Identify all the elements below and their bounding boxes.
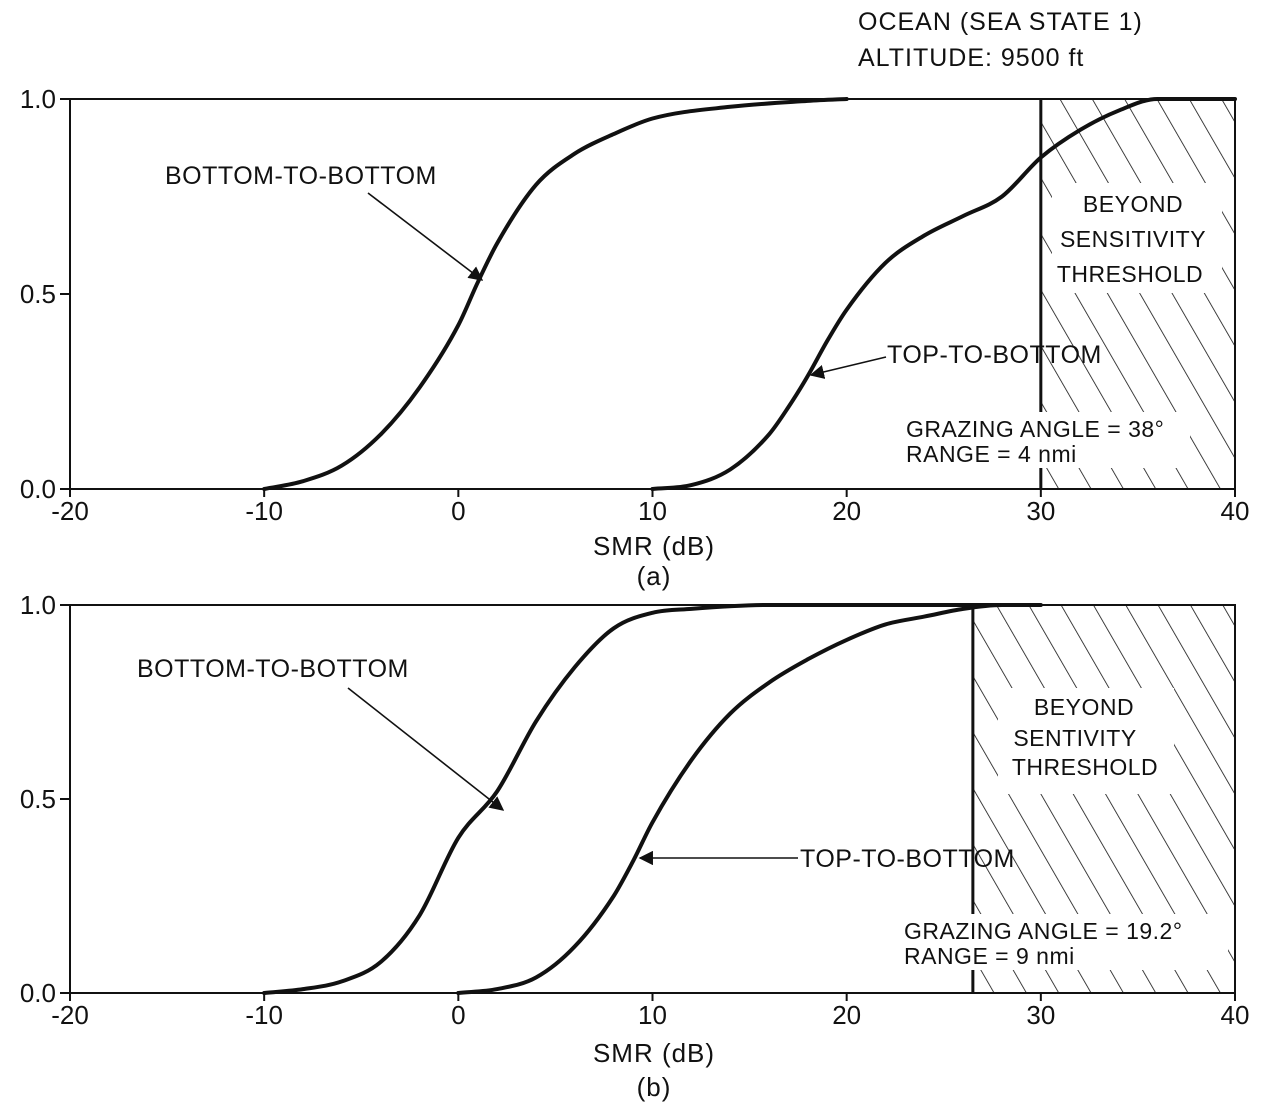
- header-line-2: ALTITUDE: 9500 ft: [858, 44, 1084, 72]
- annotation-range: RANGE = 4 nmi: [906, 441, 1077, 467]
- series-line-bottom-to-bottom: [262, 97, 849, 491]
- x-tick-label: 40: [1221, 1000, 1250, 1030]
- x-tick-label: 30: [1026, 1000, 1055, 1030]
- y-tick-label: 1.0: [20, 84, 56, 114]
- shaded-region-label-line: SENTIVITY: [1013, 725, 1136, 751]
- x-tick-label: 10: [638, 496, 667, 526]
- x-tick-label: -20: [51, 1000, 89, 1030]
- x-tick-label: -10: [245, 1000, 283, 1030]
- series-label-top-to-bottom: TOP-TO-BOTTOM: [887, 341, 1102, 369]
- panel-label: (a): [637, 561, 672, 591]
- shaded-region-label-line: BEYOND: [1083, 191, 1183, 217]
- x-axis: -20 -10 0 10 20 30 40: [51, 993, 1249, 1030]
- y-tick-label: 0.5: [20, 784, 56, 814]
- y-tick-label: 0.0: [20, 978, 56, 1008]
- x-tick-label: 20: [832, 1000, 861, 1030]
- shaded-region-label-line: BEYOND: [1034, 694, 1134, 720]
- y-axis: 0.0 0.5 1.0: [20, 590, 70, 1008]
- header-line-1: OCEAN (SEA STATE 1): [858, 8, 1143, 36]
- annotation-grazing-angle: GRAZING ANGLE = 38°: [906, 416, 1164, 442]
- annotation-range: RANGE = 9 nmi: [904, 943, 1075, 969]
- callout-arrow-bottom-to-bottom: [347, 687, 505, 811]
- x-axis-title: SMR (dB): [593, 1038, 715, 1068]
- x-tick-label: 20: [832, 496, 861, 526]
- annotation-block: GRAZING ANGLE = 38° RANGE = 4 nmi: [900, 412, 1190, 468]
- annotation-block: GRAZING ANGLE = 19.2° RANGE = 9 nmi: [898, 914, 1228, 970]
- series-line-top-to-bottom: [456, 603, 1043, 995]
- series-label-top-to-bottom: TOP-TO-BOTTOM: [800, 845, 1015, 873]
- x-tick-label: 0: [451, 1000, 465, 1030]
- y-axis: 0.0 0.5 1.0: [20, 84, 70, 504]
- series-label-bottom-to-bottom: BOTTOM-TO-BOTTOM: [137, 655, 409, 683]
- x-tick-label: 30: [1026, 496, 1055, 526]
- y-tick-label: 0.0: [20, 474, 56, 504]
- callout-arrow-top-to-bottom: [809, 356, 887, 379]
- x-axis-title: SMR (dB): [593, 531, 715, 561]
- x-tick-label: -10: [245, 496, 283, 526]
- x-axis: -20 -10 0 10 20 30 40: [51, 489, 1249, 526]
- shaded-region-label-line: THRESHOLD: [1057, 261, 1203, 287]
- x-tick-label: 0: [451, 496, 465, 526]
- series-line-top-to-bottom: [650, 97, 1237, 491]
- x-tick-label: -20: [51, 496, 89, 526]
- y-tick-label: 1.0: [20, 590, 56, 620]
- x-tick-label: 40: [1221, 496, 1250, 526]
- annotation-grazing-angle: GRAZING ANGLE = 19.2°: [904, 918, 1183, 944]
- y-tick-label: 0.5: [20, 279, 56, 309]
- x-tick-label: 10: [638, 1000, 667, 1030]
- panel-b: 0.0 0.5 1.0 -20 -10 0 10 20 30 40 BOTTOM…: [20, 590, 1250, 1102]
- shaded-region-label: BEYOND SENTIVITY THRESHOLD: [998, 688, 1174, 794]
- callout-arrow-bottom-to-bottom: [367, 192, 484, 281]
- series-line-bottom-to-bottom: [262, 602, 1004, 995]
- panel-label: (b): [637, 1072, 672, 1102]
- shaded-region-label: BEYOND SENSITIVITY THRESHOLD: [1052, 183, 1222, 293]
- shaded-region-label-line: SENSITIVITY: [1060, 226, 1206, 252]
- panel-a: 0.0 0.5 1.0 -20 -10 0 10 20 30 40 BOTTOM…: [20, 84, 1250, 591]
- shaded-region-label-line: THRESHOLD: [1012, 754, 1158, 780]
- series-label-bottom-to-bottom: BOTTOM-TO-BOTTOM: [165, 162, 437, 190]
